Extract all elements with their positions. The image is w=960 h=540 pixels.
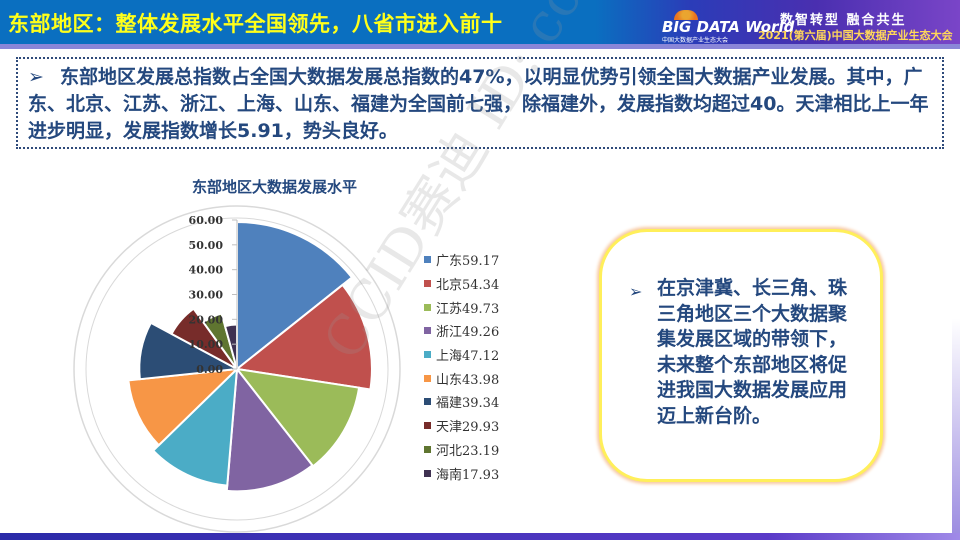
summary-text: 东部地区发展总指数占全国大数据发展总指数的47%，以明显优势引领全国大数据产业发… xyxy=(28,66,929,142)
legend-swatch xyxy=(424,351,431,359)
slogan: 数智转型 融合共生 xyxy=(780,13,907,28)
header-stripe xyxy=(0,44,960,49)
legend-swatch xyxy=(424,422,431,430)
summary-paragraph: ➢ 东部地区发展总指数占全国大数据发展总指数的47%，以明显优势引领全国大数据产业… xyxy=(28,64,940,145)
page-title: 东部地区：整体发展水平全国领先，八省市进入前十 xyxy=(8,12,503,36)
legend-label: 海南17.93 xyxy=(436,467,500,483)
legend-swatch xyxy=(424,469,431,477)
wedge-河北 xyxy=(201,312,238,370)
legend-label: 江苏49.73 xyxy=(436,301,500,317)
logo-dots-icon xyxy=(674,10,698,20)
logo-subtitle: 中国大数据产业生态大会 xyxy=(662,37,729,44)
legend-item: 山东43.98 xyxy=(424,366,499,390)
legend-label: 北京54.34 xyxy=(436,278,500,294)
legend-swatch xyxy=(424,280,431,288)
radial-tick-label: 60.00 xyxy=(189,214,224,227)
legend-label: 上海47.12 xyxy=(436,349,500,365)
radial-tick-label: 30.00 xyxy=(189,289,224,302)
radial-tick-label: 40.00 xyxy=(189,264,224,277)
legend-item: 江苏49.73 xyxy=(424,295,499,319)
wedge-福建 xyxy=(138,321,241,381)
bigdata-world-logo: BIG DATA World 中国大数据产业生态大会 xyxy=(662,8,794,44)
legend-swatch xyxy=(424,303,431,311)
chart-title: 东部地区大数据发展水平 xyxy=(192,178,358,196)
wedge-北京 xyxy=(234,283,373,391)
legend-item: 广东59.17 xyxy=(424,248,499,272)
radial-tick-label: 10.00 xyxy=(189,338,224,351)
legend-swatch xyxy=(424,398,431,406)
legend-swatch xyxy=(424,374,431,382)
legend-label: 山东43.98 xyxy=(436,372,500,388)
legend-swatch xyxy=(424,445,431,453)
grid-circle-inner xyxy=(85,217,389,521)
right-decor-strip xyxy=(952,49,960,539)
chart-legend: 广东59.17 北京54.34 江苏49.73 浙江49.26 上海47.12 山东43.… xyxy=(424,248,499,485)
wedge-山东 xyxy=(127,367,240,447)
wedge-江苏 xyxy=(234,367,361,468)
wedge-浙江 xyxy=(225,366,314,493)
legend-label: 浙江49.26 xyxy=(436,325,500,341)
legend-item: 海南17.93 xyxy=(424,461,499,485)
wedge-天津 xyxy=(170,307,238,370)
grid-circle-outer xyxy=(73,205,401,533)
legend-item: 上海47.12 xyxy=(424,343,499,367)
legend-swatch xyxy=(424,256,431,264)
legend-item: 浙江49.26 xyxy=(424,319,499,343)
logo-text: BIG DATA World xyxy=(662,18,795,36)
legend-item: 河北23.19 xyxy=(424,438,499,462)
legend-item: 天津29.93 xyxy=(424,414,499,438)
header-bar xyxy=(0,0,960,44)
legend-label: 河北23.19 xyxy=(436,443,500,459)
wedge-上海 xyxy=(151,366,239,487)
radial-tick-label: 20.00 xyxy=(189,313,224,326)
radial-tick-label: 50.00 xyxy=(189,239,224,252)
arrow-bullet-icon: ➢ xyxy=(28,66,44,88)
legend-item: 福建39.34 xyxy=(424,390,499,414)
legend-swatch xyxy=(424,327,431,335)
legend-label: 天津29.93 xyxy=(436,420,500,436)
summary-box: ➢ 东部地区发展总指数占全国大数据发展总指数的47%，以明显优势引领全国大数据产业… xyxy=(16,57,944,149)
legend-label: 福建39.34 xyxy=(436,396,500,412)
radial-tick-label: 0.00 xyxy=(196,363,223,376)
callout-text: 在京津冀、长三角、珠三角地区三个大数据聚集发展区域的带领下，未来整个东部地区将促… xyxy=(657,277,848,427)
legend-item: 北京54.34 xyxy=(424,272,499,296)
legend-label: 广东59.17 xyxy=(436,254,500,270)
footer-bar xyxy=(0,533,960,540)
event-name: 2021(第六届)中国大数据产业生态大会 xyxy=(758,29,953,42)
arrow-bullet-icon: ➢ xyxy=(629,282,643,301)
callout-box: ➢ 在京津冀、长三角、珠三角地区三个大数据聚集发展区域的带领下，未来整个东部地区… xyxy=(599,229,883,482)
wedge-广东 xyxy=(236,221,354,372)
